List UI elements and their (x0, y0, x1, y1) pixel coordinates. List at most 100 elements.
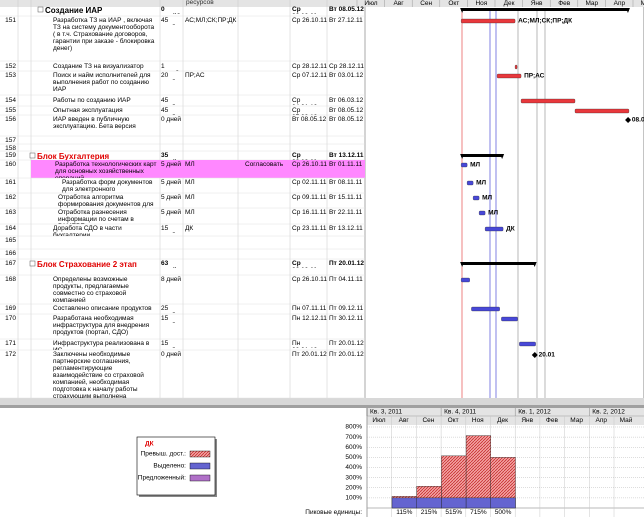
start: Ср 26.10.11 (292, 6, 317, 14)
legend-label: Предложенный: (138, 474, 186, 482)
finish: Вт 08.05.12 (329, 6, 364, 13)
start: Ср 26.10.11 (292, 161, 327, 168)
start: Ср 26.10.11 (292, 260, 317, 268)
month-label: Янв (531, 0, 543, 7)
graph-timescale (367, 408, 644, 425)
row-id: 168 (5, 276, 16, 283)
task-bar (484, 226, 504, 232)
legend-resource: ДК (145, 441, 154, 448)
peak-label: 215% (421, 509, 438, 516)
task-name: Заключены необходимые партнерские соглаш… (53, 351, 144, 398)
task-bar (461, 277, 470, 283)
row-id: 157 (5, 137, 16, 144)
row-id: 170 (5, 315, 16, 322)
row-id: 166 (5, 250, 16, 257)
task-name: ИАР введен в публичную эксплуатацию. Бет… (53, 116, 136, 130)
overallocated-bar (465, 435, 492, 509)
task-name: Создание ТЗ на визуализатор (53, 63, 144, 70)
peak-label: 715% (470, 509, 487, 516)
start: Ср 07.12.11 (292, 72, 327, 79)
bar-label: МЛ (482, 195, 492, 202)
month-label: Ноя (475, 0, 487, 7)
quarter-label: Кв. 4, 2011 (444, 409, 476, 416)
month-label: Мар (585, 0, 598, 7)
resources: МЛ (185, 161, 195, 168)
finish: Вт 13.12.11 (329, 152, 364, 159)
legend-label: Выделено: (153, 463, 186, 470)
finish: Вт 08.05.12 (329, 116, 364, 123)
finish: Вт 27.12.11 (329, 17, 363, 24)
duration: 5 дней (161, 209, 182, 216)
bar-label: МЛ (476, 180, 486, 187)
start: Пн 12.12.11 (292, 315, 327, 322)
row-id: 167 (5, 260, 16, 267)
task-bar (519, 341, 536, 347)
task-name: Составлено описание продуктов (53, 305, 152, 312)
duration: 15 дней (161, 340, 176, 348)
row-id: 151 (5, 17, 16, 24)
row-id: 172 (5, 351, 16, 358)
finish: Вт 22.11.11 (329, 209, 363, 216)
row-id: 152 (5, 63, 16, 70)
start: Вт 08.05.12 (292, 116, 327, 123)
finish: Пт 30.12.11 (329, 315, 364, 322)
collapse-box (29, 152, 36, 159)
legend-swatch (189, 450, 211, 458)
task-bar (471, 306, 500, 312)
month-label: Июл (372, 417, 385, 424)
finish: Вт 15.11.11 (329, 194, 363, 201)
duration: 20 дней (161, 72, 176, 80)
duration: 5 дней (161, 194, 182, 201)
task-bar (520, 98, 576, 104)
duration: 5 дней (161, 179, 182, 186)
start: Ср 07.03.12 (292, 107, 317, 115)
bar-label: 20.01 (539, 352, 556, 359)
task-bar (478, 210, 486, 216)
month-label: Дек (504, 0, 515, 7)
task-bar (461, 162, 468, 168)
allocated-bar (416, 497, 442, 509)
start: Ср 04.01.12 (292, 97, 317, 105)
finish: Пт 04.11.11 (329, 276, 363, 283)
row-id: 164 (5, 225, 16, 232)
task-bar (496, 73, 522, 79)
bar-label: ПР;АС (524, 73, 545, 80)
peak-label: 500% (495, 509, 512, 516)
task-name: Разработка технологических карт для осно… (55, 161, 157, 178)
bar-label: 08.05 (632, 117, 644, 124)
finish: Вт 13.12.11 (329, 225, 363, 232)
start: Ср 26.10.11 (292, 276, 327, 283)
row-highlight (31, 160, 365, 178)
month-label: Май (620, 416, 633, 424)
duration: 25 дней (161, 305, 176, 313)
row-id: 156 (5, 116, 16, 123)
header-band (0, 0, 644, 7)
task-bar (574, 108, 630, 114)
start: Ср 02.11.11 (292, 179, 327, 186)
task-name: Работы по созданию ИАР (53, 97, 131, 104)
start: Пт 20.01.12 (292, 351, 327, 358)
row-id: 160 (5, 161, 16, 168)
duration: 0 дней (161, 351, 182, 358)
notes: Согласовать сроки (245, 161, 284, 169)
task-name: Разработка форм документов для электронн… (62, 179, 153, 193)
bar-label: МЛ (470, 162, 480, 169)
milestone (531, 352, 538, 358)
start: Ср 28.12.11 (292, 63, 327, 70)
summary-bar (461, 262, 536, 265)
task-name: Определены возможные продукты, предлагае… (53, 276, 129, 304)
row-id: 155 (5, 107, 16, 114)
y-tick-label: 200% (345, 484, 362, 491)
y-tick-label: 100% (345, 495, 362, 502)
task-name: Поиск и найм исполнителей для выполнения… (53, 72, 151, 93)
peak-label: 115% (396, 509, 412, 516)
task-name: Разработка ТЗ на ИАР , включая ТЗ на сис… (53, 17, 155, 52)
task-name: Блок Страхование 2 этап (37, 260, 137, 269)
duration: 0 дней? (161, 6, 181, 14)
month-label: Авг (399, 417, 410, 424)
row-id: 158 (5, 145, 16, 152)
finish: Пт 20.01.12 (329, 340, 364, 347)
row-id: 154 (5, 97, 16, 104)
allocated-bar (490, 497, 516, 509)
month-label: Мар (570, 417, 583, 424)
